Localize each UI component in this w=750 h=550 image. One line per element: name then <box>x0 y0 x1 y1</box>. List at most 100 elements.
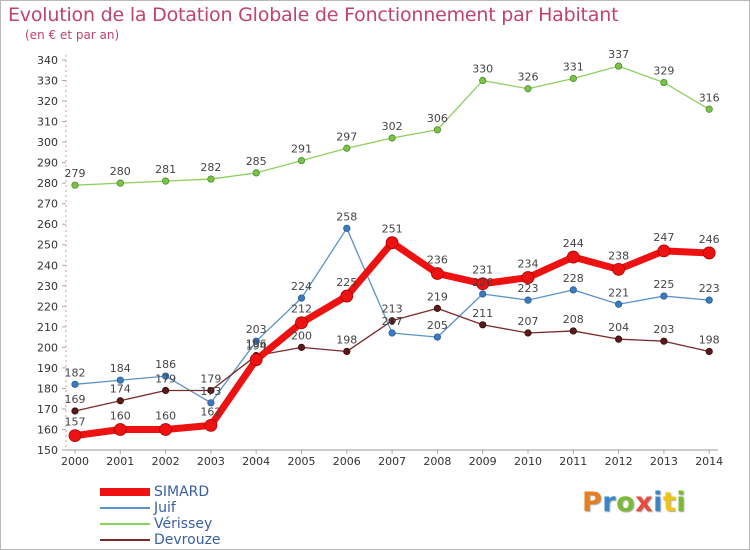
data-label-verissey: 281 <box>155 163 176 176</box>
point-juif <box>297 294 306 302</box>
logo-letter: P <box>582 487 603 518</box>
legend-swatch-juif <box>100 507 150 509</box>
data-label-simard: 225 <box>336 276 357 289</box>
data-label-verissey: 330 <box>472 63 493 76</box>
y-tick-label: 330 <box>37 75 58 88</box>
data-label-simard: 212 <box>291 303 312 316</box>
point-verissey <box>433 126 441 134</box>
data-label-juif: 224 <box>291 280 312 293</box>
data-label-devrouze: 208 <box>563 313 584 326</box>
data-label-juif: 203 <box>246 323 267 336</box>
x-tick-label: 2013 <box>650 455 678 468</box>
point-devrouze <box>388 317 396 325</box>
y-tick-label: 180 <box>37 382 58 395</box>
data-label-verissey: 329 <box>653 65 674 78</box>
point-verissey <box>343 144 351 152</box>
point-verissey <box>388 134 396 142</box>
point-verissey <box>705 105 713 113</box>
data-label-simard: 247 <box>653 231 674 244</box>
point-simard <box>521 271 535 284</box>
data-labels-layer: 157 160 160 162 194 212 225 251 236 231 234 244 238 2… <box>65 48 720 428</box>
point-verissey <box>162 177 170 185</box>
point-simard <box>566 250 580 264</box>
legend-swatch-devrouze <box>100 539 150 541</box>
point-verissey <box>614 62 623 70</box>
point-verissey <box>569 74 577 83</box>
x-tick-label: 2004 <box>242 455 270 468</box>
point-simard <box>340 289 354 303</box>
y-tick-label: 280 <box>37 177 58 190</box>
point-simard <box>702 246 716 260</box>
y-tick-label: 340 <box>37 54 58 67</box>
point-devrouze <box>343 347 351 356</box>
y-tick-label: 240 <box>37 259 58 272</box>
x-tick-label: 2007 <box>378 455 406 468</box>
point-juif <box>388 329 396 337</box>
series-layer <box>68 62 716 443</box>
point-verissey <box>660 78 668 87</box>
chart-axes: 150 160 170 180 190 200 210 220 230 240 250 260 270 2… <box>37 54 723 468</box>
data-label-devrouze: 219 <box>427 290 448 303</box>
point-devrouze <box>116 397 124 405</box>
y-tick-label: 190 <box>37 362 58 375</box>
legend-label-verissey: Vérissey <box>154 516 213 532</box>
point-simard <box>385 236 399 250</box>
point-devrouze <box>297 343 306 351</box>
point-devrouze <box>479 321 487 329</box>
point-juif <box>343 224 351 232</box>
point-devrouze <box>71 407 79 415</box>
data-label-simard: 160 <box>110 409 131 422</box>
data-label-juif: 221 <box>608 286 629 299</box>
data-label-verissey: 337 <box>608 48 629 61</box>
data-label-verissey: 282 <box>200 161 221 174</box>
point-devrouze <box>705 347 713 356</box>
data-label-verissey: 297 <box>336 130 357 143</box>
y-tick-label: 260 <box>37 218 58 231</box>
data-label-verissey: 331 <box>563 60 584 73</box>
y-tick-label: 300 <box>37 136 58 149</box>
data-label-devrouze: 198 <box>699 333 720 346</box>
x-tick-label: 2010 <box>514 455 542 468</box>
logo-letter: t <box>662 487 677 518</box>
legend-label-juif: Juif <box>154 500 176 516</box>
data-label-juif: 182 <box>65 366 86 379</box>
y-tick-label: 200 <box>37 341 58 354</box>
point-devrouze <box>524 329 532 337</box>
point-juif <box>433 333 441 341</box>
data-label-juif: 184 <box>110 362 131 375</box>
data-label-verissey: 279 <box>65 167 86 180</box>
data-label-devrouze: 204 <box>608 321 629 334</box>
point-simard <box>476 277 490 291</box>
point-devrouze <box>433 304 441 312</box>
data-label-simard: 246 <box>699 233 720 246</box>
point-simard <box>159 423 173 436</box>
logo-letter: x <box>635 487 654 518</box>
x-tick-label: 2005 <box>288 455 316 468</box>
y-tick-label: 210 <box>37 321 58 334</box>
data-label-juif: 205 <box>427 319 448 332</box>
legend-label-simard: SIMARD <box>154 484 210 500</box>
x-tick-label: 2008 <box>423 455 451 468</box>
x-tick-label: 2006 <box>333 455 361 468</box>
logo-letter: i <box>676 487 687 518</box>
legend-item-simard: SIMARD <box>100 484 221 500</box>
point-devrouze <box>660 337 668 345</box>
point-verissey <box>479 76 487 85</box>
point-simard <box>295 316 308 330</box>
data-label-devrouze: 207 <box>518 315 539 328</box>
point-juif <box>71 380 79 388</box>
data-label-devrouze: 174 <box>110 383 131 396</box>
data-label-simard: 162 <box>200 405 221 418</box>
y-tick-label: 230 <box>37 280 58 293</box>
y-tick-label: 290 <box>37 157 58 170</box>
point-simard <box>249 353 263 367</box>
point-verissey <box>116 179 124 187</box>
point-juif <box>660 292 668 300</box>
legend-label-devrouze: Devrouze <box>154 532 221 548</box>
data-label-verissey: 302 <box>382 120 403 133</box>
data-label-juif: 225 <box>653 278 674 291</box>
y-tick-label: 160 <box>37 423 58 436</box>
chart-legend: SIMARD Juif Vérissey Devrouze <box>100 484 221 548</box>
data-label-simard: 251 <box>382 223 403 236</box>
data-label-simard: 236 <box>427 253 448 266</box>
